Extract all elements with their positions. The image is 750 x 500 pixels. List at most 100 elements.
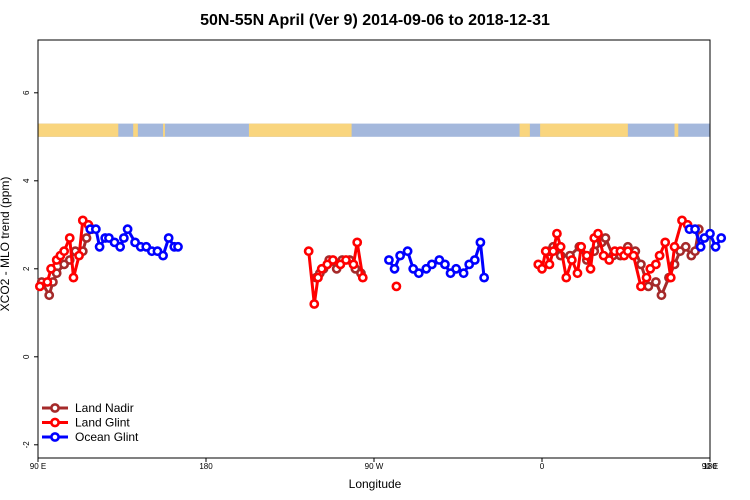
data-point-ocean-glint-1-1 (389, 263, 400, 274)
data-point-ocean-glint-0-6 (115, 241, 126, 252)
data-point-land-glint-1-1 (309, 299, 320, 309)
land-band-4 (519, 123, 530, 137)
data-point-land-glint-3-14 (593, 228, 603, 239)
data-point-land-glint-0-1 (42, 277, 53, 287)
data-point-land-glint-1-2 (313, 272, 323, 283)
x-tick-label-4: 90 E (702, 462, 718, 471)
data-point-ocean-glint-1-2 (395, 250, 406, 261)
data-point-land-glint-3-21 (628, 250, 639, 261)
data-point-ocean-glint-0-17 (173, 241, 183, 252)
legend-marker-ocean-glint (50, 432, 60, 442)
data-point-land-glint-3-22 (636, 281, 646, 292)
legend-label-ocean-glint: Ocean Glint (75, 430, 139, 444)
y-tick-label-0: -2 (22, 441, 31, 449)
data-point-land-glint-3-28 (665, 272, 676, 283)
data-point-land-glint-3-4 (548, 246, 559, 257)
x-axis-label: Longitude (349, 477, 402, 491)
land-band-2 (163, 123, 165, 137)
y-tick-label-4: 6 (22, 90, 31, 95)
data-point-ocean-glint-0-8 (122, 224, 133, 235)
data-point-ocean-glint-2-6 (716, 233, 727, 243)
data-point-land-nadir-2-16 (656, 290, 667, 301)
series-land-nadir (36, 224, 704, 301)
data-point-land-glint-1-5 (328, 255, 338, 265)
data-point-land-glint-3-25 (650, 259, 661, 270)
y-tick-label-1: 0 (22, 354, 31, 359)
data-point-ocean-glint-1-7 (426, 259, 437, 270)
data-point-land-glint-3-2 (540, 246, 551, 257)
data-point-land-glint-1-0 (303, 246, 314, 257)
data-point-land-glint-1-10 (357, 272, 368, 283)
legend-marker-land-glint (50, 417, 60, 428)
data-point-land-glint-0-8 (74, 250, 84, 261)
data-point-land-glint-1-7 (341, 255, 351, 265)
data-point-land-glint-3-29 (669, 241, 680, 252)
data-point-land-glint-3-5 (552, 228, 562, 239)
data-point-ocean-glint-2-4 (705, 228, 715, 239)
data-point-land-glint-0-7 (68, 272, 79, 283)
data-point-land-nadir-0-8 (81, 233, 92, 243)
data-point-land-nadir-2-15 (650, 277, 661, 287)
data-point-ocean-glint-1-15 (475, 237, 486, 248)
data-point-ocean-glint-1-5 (413, 268, 424, 279)
data-point-ocean-glint-1-0 (384, 255, 394, 265)
x-tick-label-3: 0 (540, 462, 545, 471)
chart-title: 50N-55N April (Ver 9) 2014-09-06 to 2018… (200, 12, 550, 29)
legend-label-land-nadir: Land Nadir (75, 401, 134, 415)
data-point-ocean-glint-2-2 (695, 241, 706, 252)
data-point-land-nadir-0-1 (44, 290, 55, 301)
data-point-land-glint-3-27 (660, 237, 671, 248)
data-point-land-nadir-2-20 (680, 241, 691, 252)
data-point-ocean-glint-1-3 (402, 246, 413, 257)
data-point-land-glint-1-8 (348, 259, 359, 270)
x-tick-label-0: 90 E (30, 462, 46, 471)
series-ocean-glint (85, 224, 727, 283)
series-land-glint (34, 215, 693, 309)
data-point-land-glint-2-0 (391, 281, 402, 292)
data-point-ocean-glint-0-1 (90, 224, 101, 235)
land-band-0 (38, 123, 119, 137)
land-band-3 (248, 123, 352, 137)
land-band-6 (674, 123, 679, 137)
data-point-land-glint-3-12 (585, 263, 596, 274)
data-point-land-glint-0-6 (64, 233, 75, 243)
data-point-land-glint-3-16 (604, 255, 615, 265)
series-layer (34, 215, 727, 309)
y-tick-label-2: 2 (22, 266, 31, 271)
data-point-ocean-glint-1-11 (451, 263, 462, 274)
data-point-ocean-glint-0-15 (163, 233, 174, 243)
data-point-land-glint-1-9 (352, 237, 363, 248)
data-point-land-glint-3-23 (641, 272, 652, 283)
data-point-land-glint-0-0 (34, 281, 45, 292)
data-point-land-nadir-2-8 (600, 233, 611, 243)
y-axis-label: XCO2 - MLO trend (ppm) (0, 177, 12, 312)
data-point-land-glint-3-6 (555, 241, 566, 252)
data-point-land-glint-0-5 (59, 246, 70, 257)
data-point-land-glint-3-7 (561, 272, 572, 283)
legend-marker-land-nadir (50, 403, 60, 413)
data-point-ocean-glint-1-9 (440, 259, 450, 270)
data-point-ocean-glint-2-1 (690, 224, 700, 235)
data-point-ocean-glint-0-2 (94, 241, 105, 252)
data-point-land-glint-3-10 (576, 241, 587, 252)
x-tick-label-extra-0: 180 (703, 462, 717, 471)
data-point-land-glint-0-2 (46, 263, 56, 274)
data-point-ocean-glint-1-12 (458, 268, 469, 279)
data-point-ocean-glint-0-7 (118, 233, 129, 243)
land-band-1 (133, 123, 138, 137)
data-point-land-glint-3-26 (654, 250, 665, 261)
land-ocean-strip (38, 123, 710, 137)
y-tick-label-3: 4 (22, 178, 31, 183)
data-point-ocean-glint-2-5 (710, 241, 721, 252)
data-point-ocean-glint-1-14 (469, 255, 480, 265)
data-point-land-glint-3-8 (566, 255, 577, 265)
land-band-5 (540, 123, 628, 137)
data-point-land-nadir-2-14 (643, 281, 654, 292)
x-tick-label-1: 180 (199, 462, 213, 471)
data-point-land-nadir-2-13 (636, 259, 646, 270)
data-point-land-glint-3-1 (537, 263, 547, 274)
legend-label-land-glint: Land Glint (75, 416, 130, 430)
data-point-land-glint-3-3 (544, 259, 555, 270)
